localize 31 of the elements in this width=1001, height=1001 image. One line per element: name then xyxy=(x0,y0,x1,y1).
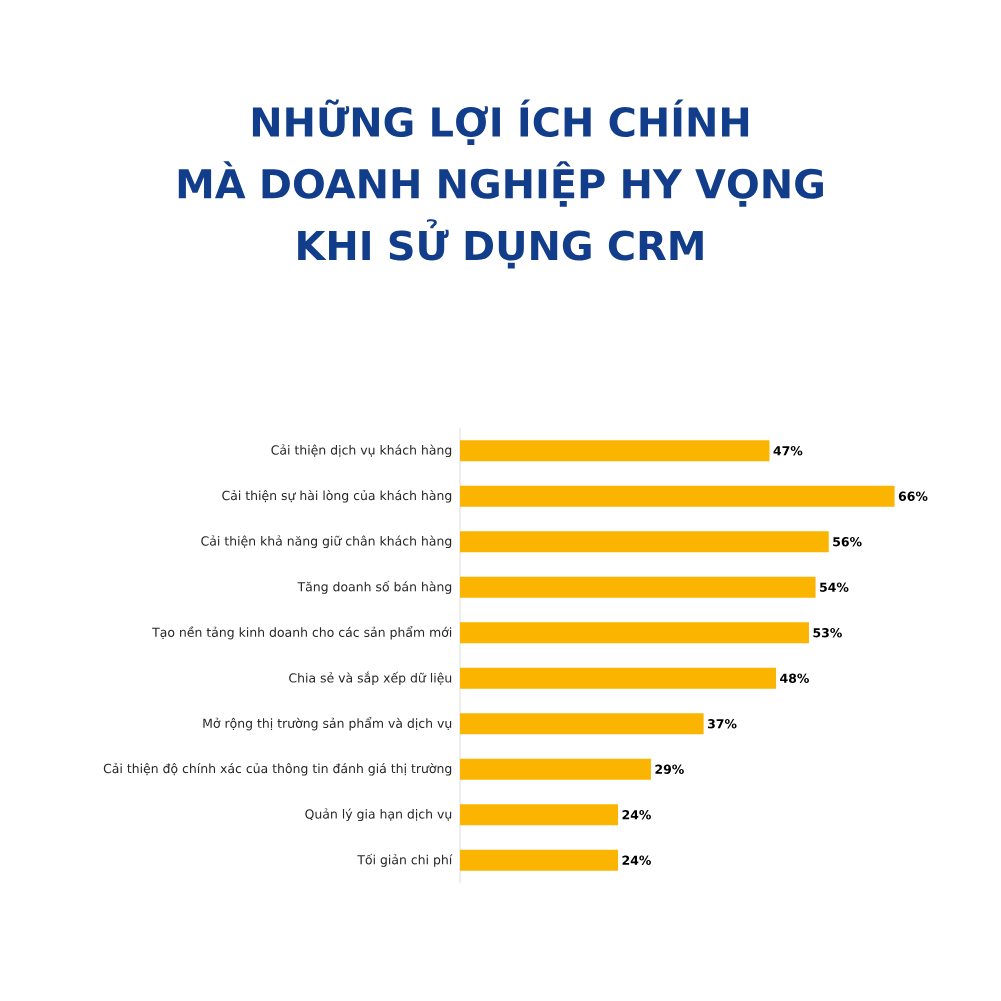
y-tick-label: Mở rộng thị trường sản phẩm và dịch vụ xyxy=(203,717,452,731)
bar xyxy=(460,485,895,507)
y-tick-label: Cải thiện dịch vụ khách hàng xyxy=(271,444,452,458)
bar xyxy=(460,804,619,826)
y-tick-label: Quản lý gia hạn dịch vụ xyxy=(305,808,452,822)
data-label: 53% xyxy=(813,628,842,638)
y-tick-label: Cải thiện độ chính xác của thông tin đánh giá thị trường xyxy=(103,762,452,776)
data-label: 54% xyxy=(820,582,849,592)
y-tick-label: Tối giản chi phí xyxy=(357,853,453,867)
data-label: 24% xyxy=(622,810,651,820)
bar xyxy=(460,531,829,553)
y-tick-label: Chia sẻ và sắp xếp dữ liệu xyxy=(289,671,452,686)
bar xyxy=(460,758,651,780)
data-label: 66% xyxy=(898,491,928,501)
data-label: 56% xyxy=(833,537,862,547)
bar xyxy=(460,622,809,644)
data-label: 37% xyxy=(707,719,737,729)
y-tick-label: Tạo nền tảng kinh doanh cho các sản phẩm mới xyxy=(152,626,452,640)
data-label: 47% xyxy=(773,446,803,456)
data-label: 24% xyxy=(622,855,651,865)
bar xyxy=(460,849,619,871)
bar xyxy=(460,713,704,735)
chart-title: NHỮNG LỢI ÍCH CHÍNH MÀ DOANH NGHIỆP HY VỌNG KHI SỬ DỤNG CRM xyxy=(178,99,823,269)
bar xyxy=(460,667,777,689)
y-tick-label: Cải thiện sự hài lòng của khách hàng xyxy=(222,489,452,503)
y-tick-label: Tăng doanh số bán hàng xyxy=(297,580,452,594)
bar xyxy=(460,440,770,462)
bar xyxy=(460,576,816,598)
y-tick-label: Cải thiện khả năng giữ chân khách hàng xyxy=(201,535,452,549)
data-label: 29% xyxy=(655,764,684,774)
data-label: 48% xyxy=(780,673,809,683)
